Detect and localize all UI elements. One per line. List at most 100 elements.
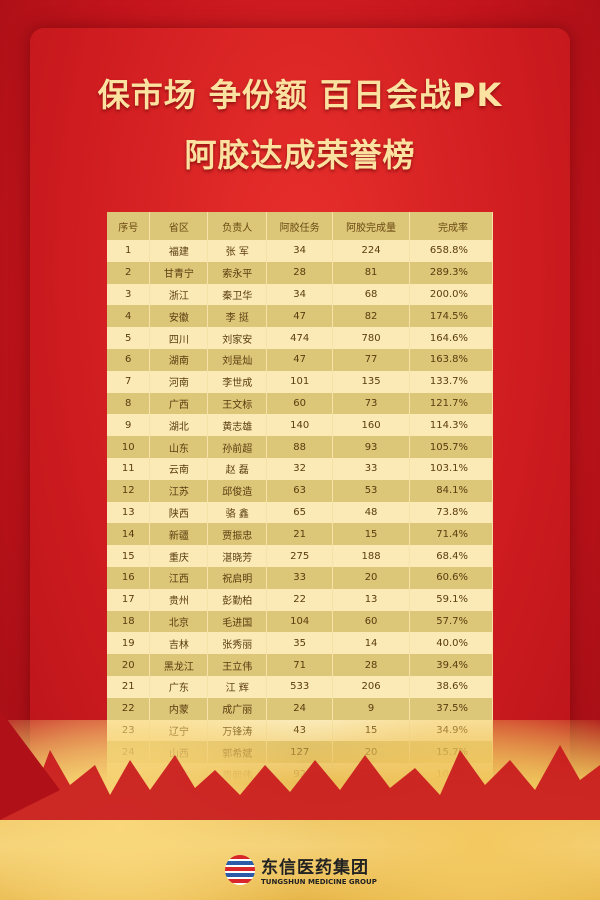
table-cell: 103.1% bbox=[409, 457, 493, 480]
table-cell: 10 bbox=[107, 436, 151, 458]
table-row: 18 北京 毛进国 104 60 57.7% bbox=[107, 610, 493, 633]
table-row: 19 吉林 张秀丽 35 14 40.0% bbox=[107, 632, 493, 655]
table-row: 21 广东江 辉 533 206 38.6% bbox=[107, 675, 493, 698]
table-cell: 内蒙 bbox=[149, 697, 209, 720]
table-cell: 7 bbox=[107, 370, 151, 393]
column-header: 省区 bbox=[149, 212, 209, 240]
table-cell: 174.5% bbox=[409, 305, 493, 328]
table-row: 14 新疆 贾振忠 21 15 71.4% bbox=[107, 523, 493, 546]
table-cell: 甘青宁 bbox=[149, 261, 209, 284]
table-cell: 81 bbox=[332, 261, 410, 284]
table-cell: 重庆 bbox=[149, 545, 209, 567]
title-line-1: 保市场 争份额 百日会战PK bbox=[97, 76, 503, 114]
table-cell: 福建 bbox=[149, 240, 209, 262]
table-cell: 135 bbox=[332, 370, 410, 393]
table-cell: 114.3% bbox=[409, 414, 493, 437]
table-cell: 93 bbox=[332, 436, 410, 458]
table-cell: 安徽 bbox=[149, 305, 209, 328]
table-cell: 彭勤柏 bbox=[207, 588, 268, 611]
company-logo: 东信医药集团 TUNGSHUN MEDICINE GROUP bbox=[225, 853, 377, 886]
table-cell: 王文标 bbox=[207, 392, 268, 415]
table-cell: 73.8% bbox=[409, 501, 493, 524]
table-cell: 224 bbox=[332, 240, 410, 262]
table-cell: 1 bbox=[107, 240, 151, 262]
table-cell: 四川 bbox=[149, 327, 209, 349]
table-cell: 28 bbox=[266, 261, 334, 284]
table-cell: 59.1% bbox=[409, 588, 493, 611]
table-cell: 9 bbox=[332, 697, 410, 720]
table-row: 11 云南赵 磊 32 33 103.1% bbox=[107, 457, 493, 480]
table-cell: 21 bbox=[107, 675, 151, 698]
table-cell: 60.6% bbox=[409, 566, 493, 589]
table-cell: 张秀丽 bbox=[207, 632, 268, 655]
table-cell: 22 bbox=[107, 697, 151, 720]
table-cell: 206 bbox=[332, 675, 410, 698]
table-row: 6 湖南 刘是灿 47 77 163.8% bbox=[107, 348, 493, 371]
table-cell: 200.0% bbox=[409, 283, 493, 306]
table-cell: 658.8% bbox=[409, 240, 493, 262]
table-row: 22 内蒙 成广丽 24 9 37.5% bbox=[107, 697, 493, 720]
table-cell: 秦卫华 bbox=[207, 283, 268, 306]
table-cell: 88 bbox=[266, 436, 334, 458]
table-cell: 16 bbox=[107, 566, 151, 589]
table-cell: 163.8% bbox=[409, 348, 493, 371]
logo-en: TUNGSHUN MEDICINE GROUP bbox=[261, 878, 377, 886]
table-header-row: 序号 省区 负责人 阿胶任务 阿胶完成量 完成率 bbox=[107, 212, 493, 240]
table-cell: 5 bbox=[107, 327, 151, 349]
table-cell: 赵 磊 bbox=[207, 457, 268, 480]
table-cell: 38.6% bbox=[409, 675, 493, 698]
table-cell: 新疆 bbox=[149, 523, 209, 546]
table-cell: 47 bbox=[266, 305, 334, 328]
table-cell: 28 bbox=[332, 654, 410, 676]
table-cell: 21 bbox=[266, 523, 334, 546]
table-cell: 68 bbox=[332, 283, 410, 306]
table-cell: 浙江 bbox=[149, 283, 209, 306]
logo-cn: 东信医药集团 bbox=[261, 858, 369, 878]
table-cell: 6 bbox=[107, 348, 151, 371]
table-cell: 82 bbox=[332, 305, 410, 328]
table-cell: 2 bbox=[107, 261, 151, 284]
table-cell: 140 bbox=[266, 414, 334, 437]
table-cell: 成广丽 bbox=[207, 697, 268, 720]
table-cell: 73 bbox=[332, 392, 410, 415]
table-row: 2 甘青宁 索永平 28 81 289.3% bbox=[107, 261, 493, 284]
table-row: 5 四川 刘家安 474 780 164.6% bbox=[107, 327, 493, 349]
table-cell: 江西 bbox=[149, 566, 209, 589]
table-cell: 18 bbox=[107, 610, 151, 633]
ranking-table: 序号 省区 负责人 阿胶任务 阿胶完成量 完成率 1 福建张 军 34 224 658.8% 2 甘青… bbox=[107, 212, 493, 785]
table-cell: 47 bbox=[266, 348, 334, 371]
column-header: 阿胶完成量 bbox=[332, 212, 410, 240]
table-cell: 刘家安 bbox=[207, 327, 268, 349]
table-cell: 65 bbox=[266, 501, 334, 524]
table-cell: 广东 bbox=[149, 675, 209, 698]
table-cell: 湖北 bbox=[149, 414, 209, 437]
table-cell: 骆 鑫 bbox=[207, 501, 268, 524]
table-cell: 19 bbox=[107, 632, 151, 655]
table-cell: 33 bbox=[332, 457, 410, 480]
table-cell: 黄志雄 bbox=[207, 414, 268, 437]
table-cell: 黑龙江 bbox=[149, 654, 209, 676]
table-cell: 15 bbox=[107, 545, 151, 567]
table-cell: 江苏 bbox=[149, 479, 209, 502]
table-cell: 289.3% bbox=[409, 261, 493, 284]
table-cell: 188 bbox=[332, 545, 410, 567]
table-cell: 22 bbox=[266, 588, 334, 611]
table-cell: 32 bbox=[266, 457, 334, 480]
table-cell: 湖南 bbox=[149, 348, 209, 371]
table-cell: 104 bbox=[266, 610, 334, 633]
table-cell: 云南 bbox=[149, 457, 209, 480]
table-cell: 11 bbox=[107, 457, 151, 480]
table-cell: 48 bbox=[332, 501, 410, 524]
table-cell: 14 bbox=[332, 632, 410, 655]
table-cell: 275 bbox=[266, 545, 334, 567]
column-header: 阿胶任务 bbox=[266, 212, 334, 240]
table-cell: 164.6% bbox=[409, 327, 493, 349]
table-cell: 邱俊造 bbox=[207, 479, 268, 502]
table-cell: 李世成 bbox=[207, 370, 268, 393]
table-cell: 77 bbox=[332, 348, 410, 371]
table-cell: 53 bbox=[332, 479, 410, 502]
table-cell: 780 bbox=[332, 327, 410, 349]
table-cell: 贵州 bbox=[149, 588, 209, 611]
table-cell: 8 bbox=[107, 392, 151, 415]
table-cell: 李 挺 bbox=[207, 305, 268, 328]
